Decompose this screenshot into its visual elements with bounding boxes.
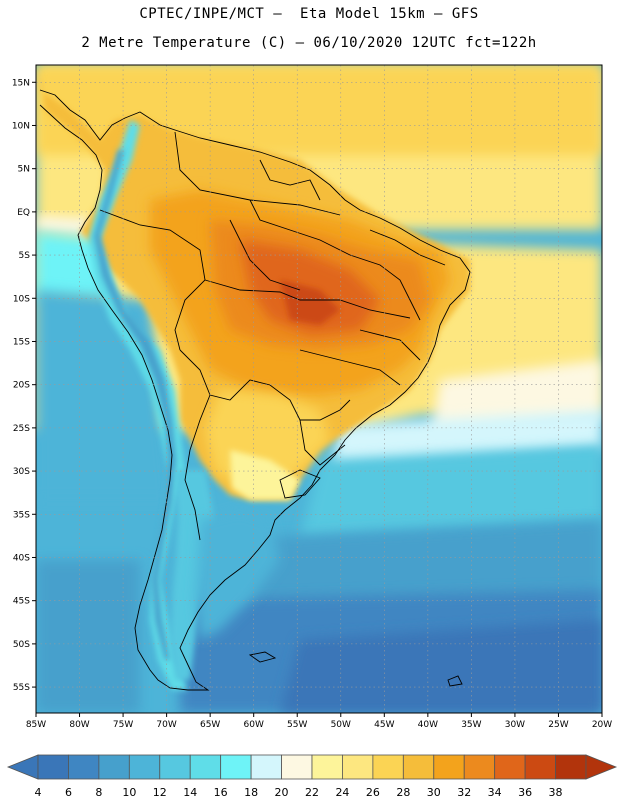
colorbar-label: 28 xyxy=(396,786,410,799)
temperature-colorbar: 4 6 8 10 12 14 16 18 20 22 24 26 28 30 32 34 36 38 xyxy=(6,754,618,799)
colorbar-label: 26 xyxy=(366,786,380,799)
lat-tick-label: 40S xyxy=(13,553,30,563)
lat-tick-label: 25S xyxy=(13,424,30,434)
lon-tick-label: 80W xyxy=(69,720,89,730)
lat-tick-label: 15N xyxy=(12,78,30,88)
colorbar-label: 4 xyxy=(35,786,42,799)
colorbar-swatch xyxy=(68,754,100,780)
colorbar-swatch xyxy=(402,754,435,780)
colorbar-label: 22 xyxy=(305,786,319,799)
lat-tick-label: 35S xyxy=(13,510,30,520)
lon-tick-label: 65W xyxy=(200,720,220,730)
colorbar-label: 18 xyxy=(244,786,258,799)
lat-tick-label: 20S xyxy=(13,381,30,391)
colorbar-swatch xyxy=(433,754,465,780)
colorbar-swatch xyxy=(555,754,587,780)
lon-tick-label: 20W xyxy=(592,720,612,730)
colorbar-label: 36 xyxy=(518,786,532,799)
lon-tick-label: 75W xyxy=(113,720,133,730)
colorbar-swatch xyxy=(494,754,526,780)
colorbar-swatch xyxy=(372,754,404,780)
lon-tick-label: 70W xyxy=(156,720,176,730)
colorbar-swatch xyxy=(159,754,191,780)
lat-tick-label: 30S xyxy=(13,467,30,477)
colorbar-arrow-high xyxy=(585,754,618,780)
latitude-axis: 15N 10N 5N EQ 5S 10S 15S 20S 25S 30S 35S 40S 45S 50S 5… xyxy=(12,78,36,693)
colorbar-label: 16 xyxy=(214,786,228,799)
colorbar-label: 30 xyxy=(427,786,441,799)
lon-tick-label: 35W xyxy=(461,720,481,730)
lat-tick-label: 45S xyxy=(13,597,30,607)
colorbar-label: 14 xyxy=(183,786,197,799)
lon-tick-label: 55W xyxy=(287,720,307,730)
colorbar-swatch xyxy=(98,754,130,780)
lat-tick-label: 5S xyxy=(19,251,31,261)
lon-tick-label: 40W xyxy=(418,720,438,730)
temperature-field xyxy=(36,65,602,713)
lat-tick-label: 50S xyxy=(13,640,30,650)
colorbar-swatch xyxy=(281,754,313,780)
colorbar-label: 6 xyxy=(65,786,72,799)
longitude-axis: 85W 80W 75W 70W 65W 60W 55W 50W 45W 40W 35W 30W 25W 2… xyxy=(26,713,612,730)
map-frame xyxy=(35,64,603,714)
colorbar-label: 32 xyxy=(457,786,471,799)
map-title-line-1: CPTEC/INPE/MCT – Eta Model 15km – GFS xyxy=(139,6,479,22)
lat-tick-label: 55S xyxy=(13,683,30,693)
colorbar-label: 38 xyxy=(549,786,563,799)
colorbar-label: 10 xyxy=(122,786,136,799)
lon-tick-label: 30W xyxy=(505,720,525,730)
lat-tick-label: 15S xyxy=(13,337,30,347)
colorbar-swatch xyxy=(189,754,222,780)
colorbar-swatch xyxy=(311,754,343,780)
lat-tick-label: 10S xyxy=(13,294,30,304)
colorbar-label: 12 xyxy=(153,786,167,799)
colorbar-label: 8 xyxy=(95,786,102,799)
colorbar-swatch xyxy=(128,754,161,780)
colorbar-arrow-low xyxy=(6,754,39,780)
lon-tick-label: 60W xyxy=(244,720,264,730)
lon-tick-label: 45W xyxy=(374,720,394,730)
colorbar-swatch xyxy=(463,754,496,780)
colorbar-swatch xyxy=(220,754,252,780)
lat-tick-label: EQ xyxy=(17,208,30,218)
lon-tick-label: 25W xyxy=(548,720,568,730)
colorbar-label: 20 xyxy=(275,786,289,799)
lat-tick-label: 10N xyxy=(12,121,30,131)
colorbar-swatch xyxy=(37,754,69,780)
map-title-line-2: 2 Metre Temperature (C) – 06/10/2020 12U… xyxy=(81,35,537,51)
colorbar-label: 24 xyxy=(335,786,349,799)
colorbar-label: 34 xyxy=(488,786,502,799)
colorbar-swatch xyxy=(342,754,374,780)
lon-tick-label: 50W xyxy=(331,720,351,730)
colorbar-swatch xyxy=(250,754,282,780)
colorbar-swatch xyxy=(524,754,556,780)
lat-tick-label: 5N xyxy=(18,165,30,175)
lon-tick-label: 85W xyxy=(26,720,46,730)
